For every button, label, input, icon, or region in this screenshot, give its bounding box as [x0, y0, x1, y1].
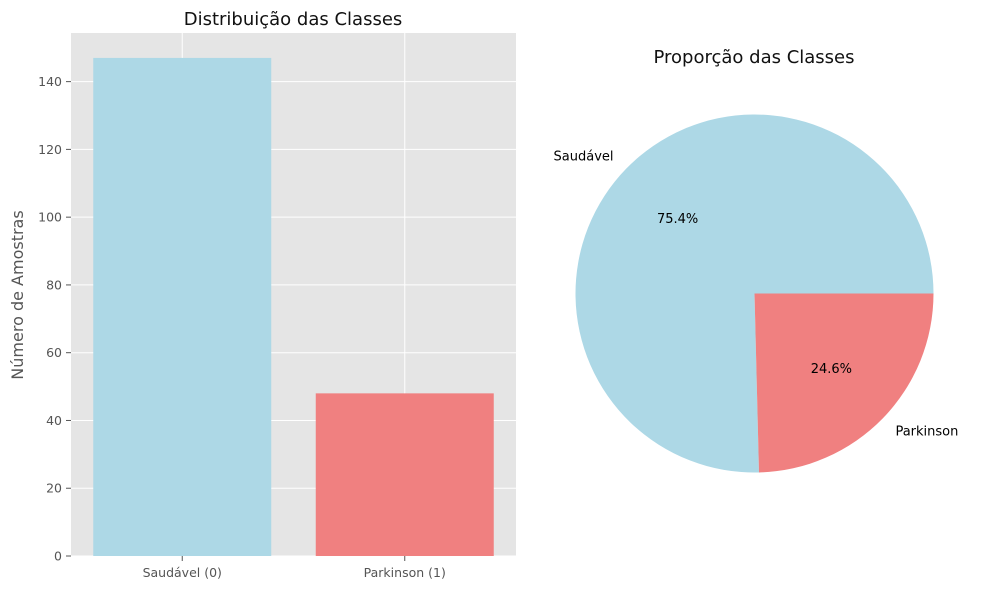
bar-chart-title: Distribuição das Classes — [184, 9, 403, 30]
y-tick-label: 100 — [38, 210, 62, 225]
bar — [315, 393, 494, 556]
bar-y-axis-label: Número de Amostras — [8, 210, 27, 379]
bar-y-ticks: 0 20 40 60 80 100 120 140 — [38, 74, 71, 564]
pie-chart-title: Proporção das Classes — [653, 47, 854, 68]
y-tick-label: 60 — [46, 345, 62, 360]
pie-percent-label: 24.6% — [811, 362, 852, 377]
pie-slice — [754, 293, 934, 473]
pie-labels: Saudável 75.4% Parkinson 24.6% — [554, 150, 959, 440]
y-tick-label: 20 — [46, 481, 62, 496]
y-tick-label: 0 — [54, 549, 62, 564]
y-tick-label: 80 — [46, 277, 62, 292]
x-tick-label: Saudável (0) — [143, 565, 222, 580]
x-tick-label: Parkinson (1) — [364, 565, 446, 580]
bar-marks — [93, 57, 494, 557]
y-tick-label: 120 — [38, 142, 62, 157]
bar-chart: 0 20 40 60 80 100 120 140 Saudável (0) Parkinson… — [8, 9, 516, 580]
pie-slice-label: Saudável — [554, 150, 614, 165]
pie-chart: Proporção das Classes Saudável 75.4% Parki… — [554, 47, 959, 473]
pie-slice-label: Parkinson — [895, 424, 958, 439]
pie-percent-label: 75.4% — [657, 212, 698, 227]
pie-slices — [575, 114, 934, 473]
bar — [93, 57, 272, 557]
y-tick-label: 40 — [46, 413, 62, 428]
bar-x-ticks: Saudável (0) Parkinson (1) — [143, 556, 446, 580]
y-tick-label: 140 — [38, 74, 62, 89]
